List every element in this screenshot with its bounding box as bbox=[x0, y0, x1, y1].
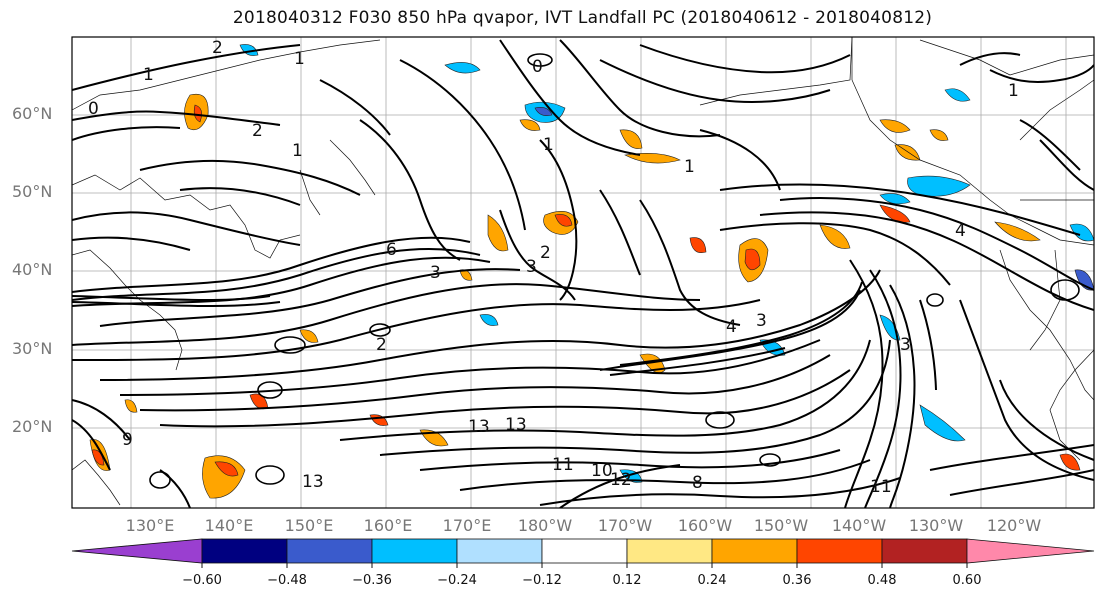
lat-label: 50°N bbox=[12, 182, 53, 201]
lat-label: 30°N bbox=[12, 339, 53, 358]
colorbar-segment bbox=[711, 538, 798, 564]
contour-label: 1 bbox=[294, 49, 305, 69]
ivt-contours bbox=[72, 39, 1094, 508]
colorbar-label: 0.48 bbox=[867, 573, 897, 588]
lat-label: 40°N bbox=[12, 260, 53, 279]
contour-label: 9 bbox=[122, 430, 133, 450]
contour-label: 12 bbox=[610, 470, 632, 490]
gridlines bbox=[72, 37, 1094, 508]
colorbar-label: −0.60 bbox=[182, 573, 222, 588]
colorbar-segment bbox=[796, 538, 883, 564]
contour-label: 2 bbox=[212, 38, 223, 58]
colorbar-segment bbox=[881, 538, 968, 564]
contour-label: 1 bbox=[1008, 81, 1019, 101]
contour-label: 1 bbox=[143, 65, 154, 85]
contour-label: 3 bbox=[430, 263, 441, 283]
colorbar-segment bbox=[626, 538, 713, 564]
lon-label: 170°E bbox=[442, 516, 492, 535]
contour-label: 4 bbox=[726, 317, 737, 337]
lon-label: 130°W bbox=[908, 516, 964, 535]
lat-label: 60°N bbox=[12, 104, 53, 123]
lon-label: 180°W bbox=[517, 516, 573, 535]
colorbar-segment bbox=[371, 538, 458, 564]
contour-label: 1 bbox=[292, 141, 303, 161]
colorbar-label: 0.24 bbox=[697, 573, 727, 588]
lon-label: 140°W bbox=[831, 516, 887, 535]
contour-label: 11 bbox=[870, 477, 892, 497]
colorbar-segment bbox=[286, 538, 373, 564]
map-background bbox=[72, 37, 1094, 508]
coastlines bbox=[72, 37, 1094, 506]
contour-label: 3 bbox=[756, 311, 767, 331]
colorbar-label: −0.12 bbox=[522, 573, 562, 588]
contour-label: 0 bbox=[88, 99, 99, 119]
contour-label: 2 bbox=[376, 335, 387, 355]
colorbar-ticks bbox=[201, 563, 968, 568]
colorbar-label: −0.24 bbox=[437, 573, 477, 588]
colorbar-segment bbox=[456, 538, 543, 564]
colorbar-label: 0.36 bbox=[782, 573, 812, 588]
contour-label: 13 bbox=[302, 472, 324, 492]
lon-label: 150°E bbox=[284, 516, 334, 535]
contour-label: 4 bbox=[955, 221, 966, 241]
contour-label: 13 bbox=[468, 417, 490, 437]
contour-label: 8 bbox=[692, 473, 703, 493]
colorbar-label: −0.48 bbox=[267, 573, 307, 588]
contour-labels: 2 1 0 2 1 1 0 1 1 6 3 3 2 4 3 2 3 4 9 13… bbox=[88, 38, 1019, 497]
contour-label: 0 bbox=[532, 57, 543, 77]
contour-label: 1 bbox=[684, 157, 695, 177]
colorbar-segment bbox=[541, 538, 628, 564]
colorbar-segment bbox=[71, 538, 203, 564]
contour-label: 2 bbox=[540, 243, 551, 263]
closed-contours bbox=[149, 53, 1080, 489]
lon-label: 140°E bbox=[204, 516, 254, 535]
contour-label: 13 bbox=[505, 415, 527, 435]
colorbar-segment bbox=[201, 538, 288, 564]
lon-label: 160°E bbox=[363, 516, 413, 535]
colorbar-label: 0.60 bbox=[952, 573, 982, 588]
lon-label: 150°W bbox=[753, 516, 809, 535]
contour-label: 6 bbox=[386, 240, 397, 260]
colorbar bbox=[71, 538, 1095, 564]
contour-label: 11 bbox=[552, 455, 574, 475]
contour-label: 10 bbox=[591, 461, 613, 481]
colorbar-segment bbox=[966, 538, 1095, 564]
contour-label: 3 bbox=[900, 335, 911, 355]
contour-label: 3 bbox=[526, 257, 537, 277]
lon-label: 130°E bbox=[125, 516, 175, 535]
lat-label: 20°N bbox=[12, 417, 53, 436]
lon-label: 170°W bbox=[597, 516, 653, 535]
lon-label: 120°W bbox=[986, 516, 1042, 535]
map-title: 2018040312 F030 850 hPa qvapor, IVT Land… bbox=[232, 8, 933, 28]
lon-label: 160°W bbox=[677, 516, 733, 535]
colorbar-label: −0.36 bbox=[352, 573, 392, 588]
colorbar-label: 0.12 bbox=[612, 573, 642, 588]
contour-label: 2 bbox=[252, 121, 263, 141]
contour-label: 1 bbox=[543, 135, 554, 155]
map-frame bbox=[71, 36, 1095, 509]
